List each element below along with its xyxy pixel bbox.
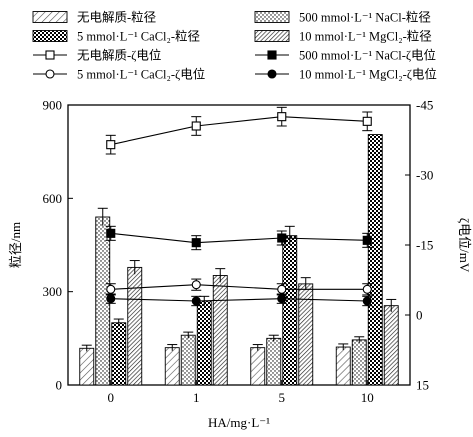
bar-none-5 [250,347,266,386]
bar-mgcl2-0 [127,266,143,386]
point-none-zeta-10 [362,116,372,126]
point-none-zeta-5 [277,112,287,122]
line-none-zeta [110,116,368,146]
y-tick-label-900: 900 [43,98,63,113]
legend-label-mgcl2: 10 mmol·L⁻¹ MgCl₂-粒径 [299,29,432,44]
bars-layer [79,134,399,386]
legend-swatch-mgcl2 [254,30,290,42]
x-tick-label-10: 10 [361,390,374,405]
legend-swatch-none [32,11,68,23]
point-nacl-zeta-5 [277,233,287,243]
legend: 无电解质-粒径 500 mmol·L⁻¹ NaCl-粒径 5 mmol·L⁻¹ Ca… [32,10,437,82]
point-mgcl2-zeta-0 [106,294,116,304]
x-axis-title: HA/mg·L⁻¹ [208,415,270,430]
point-nacl-zeta-0 [106,228,116,238]
bar-mgcl2-1 [212,275,228,386]
legend-swatch-nacl [254,11,290,23]
x-axis: 0 1 5 10 [108,380,374,405]
y-axis-title: 粒径/nm [8,222,23,268]
bar-cacl2-0 [111,322,127,386]
y2-tick-label--45: -45 [416,98,433,113]
line-cacl2-zeta [110,284,368,290]
bar-none-10 [335,346,351,386]
bar-cacl2-10 [367,134,383,386]
legend-label-cacl2-zeta: 5 mmol·L⁻¹ CaCl₂-ζ电位 [77,67,205,82]
y2-tick-label--30: -30 [416,168,433,183]
legend-marker-cacl2-zeta [45,69,55,79]
point-cacl2-zeta-10 [362,284,372,294]
point-mgcl2-zeta-5 [277,294,287,304]
legend-label-cacl2: 5 mmol·L⁻¹ CaCl₂-粒径 [77,29,200,44]
legend-label-none: 无电解质-粒径 [77,10,156,25]
y2-tick-label-15: 15 [416,378,429,393]
legend-label-mgcl2-zeta: 10 mmol·L⁻¹ MgCl₂-ζ电位 [299,67,437,82]
y-axis-right: 15 0 -15 -30 -45 [405,98,433,393]
legend-label-nacl-zeta: 500 mmol·L⁻¹ NaCl-ζ电位 [299,48,436,63]
bar-cacl2-1 [196,300,212,386]
point-nacl-zeta-1 [191,238,201,248]
legend-marker-none-zeta [45,50,55,60]
bar-nacl-5 [266,337,282,386]
bar-none-1 [164,347,180,386]
point-nacl-zeta-10 [362,235,372,245]
point-mgcl2-zeta-1 [191,296,201,306]
y2-tick-label-0: 0 [416,308,423,323]
y-axis-left: 0 300 600 900 [43,98,73,393]
x-tick-label-5: 5 [279,390,286,405]
y2-tick-label--15: -15 [416,238,433,253]
point-cacl2-zeta-5 [277,284,287,294]
bar-none-0 [79,347,95,386]
point-cacl2-zeta-0 [106,284,116,294]
legend-swatch-cacl2 [32,30,68,42]
bar-nacl-1 [180,334,196,386]
line-nacl-zeta [110,232,368,244]
point-mgcl2-zeta-10 [362,296,372,306]
point-none-zeta-1 [191,121,201,131]
y-tick-label-0: 0 [56,378,63,393]
y-tick-label-600: 600 [43,191,63,206]
y2-axis-title: ζ电位/mV [457,218,472,273]
legend-marker-mgcl2-zeta [267,69,277,79]
legend-label-nacl: 500 mmol·L⁻¹ NaCl-粒径 [299,10,431,25]
legend-marker-nacl-zeta [267,50,277,60]
bar-cacl2-5 [282,235,298,386]
line-mgcl2-zeta [110,298,368,302]
y-tick-label-300: 300 [43,284,63,299]
bar-mgcl2-10 [383,305,399,386]
lines-layer [105,106,373,307]
legend-label-none-zeta: 无电解质-ζ电位 [77,48,161,63]
point-none-zeta-0 [106,140,116,150]
point-cacl2-zeta-1 [191,280,201,290]
x-tick-label-1: 1 [193,390,200,405]
bar-nacl-10 [351,339,367,386]
x-tick-label-0: 0 [108,390,115,405]
